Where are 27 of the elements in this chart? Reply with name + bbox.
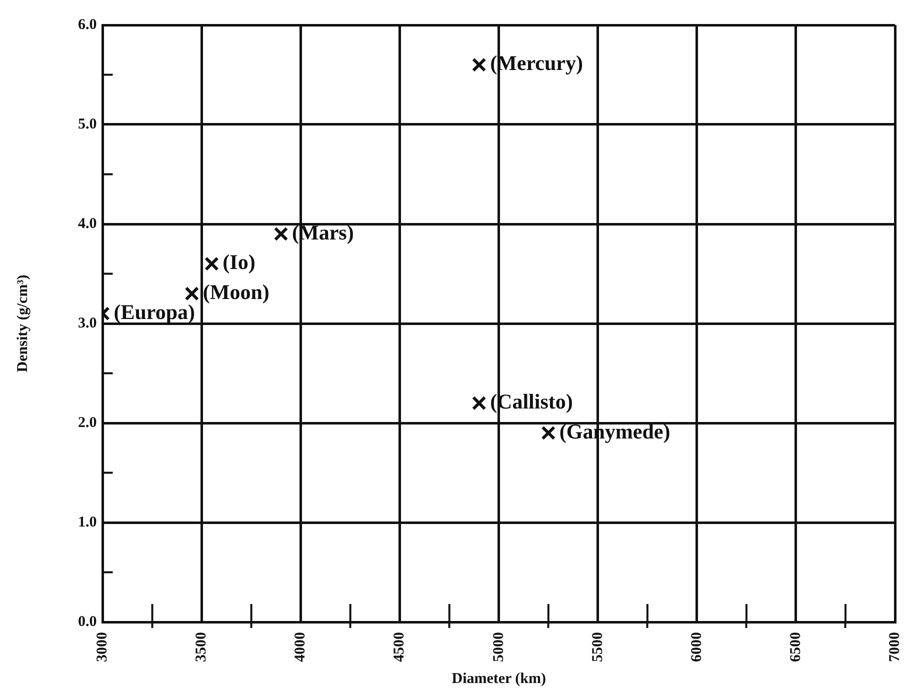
y-tick-label: 3.0 [78, 315, 97, 332]
x-tick-label: 6500 [788, 632, 804, 662]
y-tick-label: 2.0 [78, 414, 97, 431]
annotation: (Io) [222, 250, 256, 274]
x-tick-label: 3000 [94, 632, 111, 662]
point [274, 226, 288, 242]
x-tick-label: 4500 [392, 632, 408, 662]
y-axis-title: Density (g/cm³) [14, 274, 31, 372]
y-tick-label: 1.0 [78, 514, 97, 530]
x-tick-label: 4000 [292, 632, 309, 662]
x-tick-label: 5500 [590, 632, 606, 662]
x-tick-label: 6000 [688, 632, 705, 662]
y-tick-label: 0.0 [78, 614, 97, 630]
annotation: (Moon) [202, 280, 270, 304]
point [204, 256, 219, 271]
point [184, 286, 200, 301]
annotation: (Europa) [114, 300, 196, 324]
x-tick-label: 3500 [194, 632, 210, 662]
y-tick-label: 5.0 [78, 116, 97, 132]
x-tick-label: 5000 [490, 632, 507, 662]
x-axis-title: Diameter (km) [452, 670, 546, 687]
point [472, 58, 486, 72]
point [541, 426, 556, 440]
y-tick-label: 6.0 [78, 16, 97, 33]
x-tick-label: 7000 [886, 632, 903, 662]
y-tick-label: 4.0 [78, 216, 97, 232]
point [472, 396, 486, 410]
